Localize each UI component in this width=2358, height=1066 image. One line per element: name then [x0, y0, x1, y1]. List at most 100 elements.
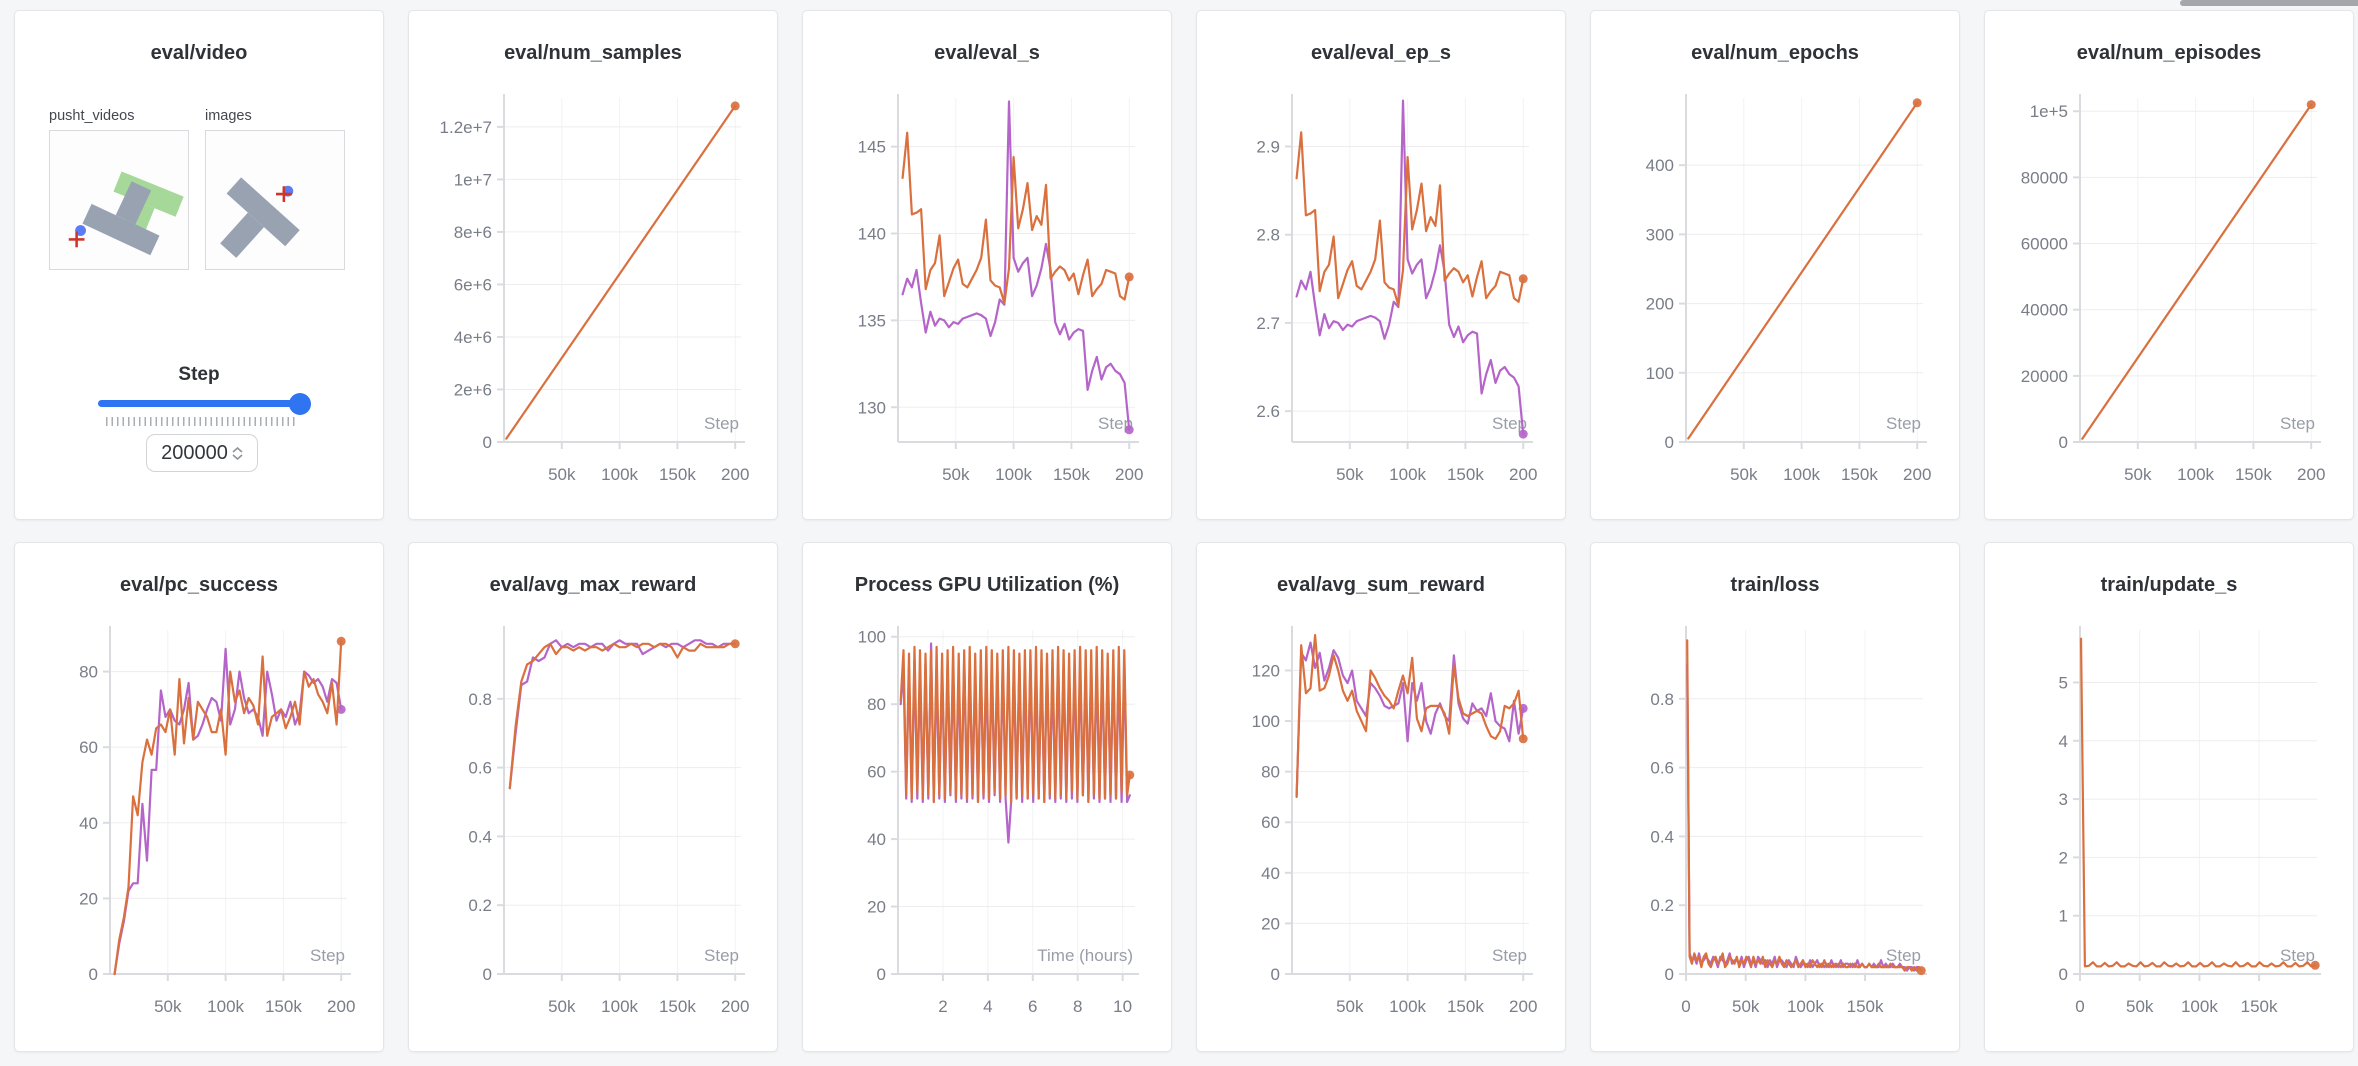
svg-text:20000: 20000 [2021, 367, 2068, 386]
svg-text:1e+5: 1e+5 [2030, 102, 2068, 121]
svg-text:150k: 150k [2235, 465, 2272, 484]
svg-text:100k: 100k [1389, 465, 1426, 484]
line-chart[interactable]: 50k 100k 150k 200 0 100 200 300 400 Step [1591, 86, 1960, 511]
svg-text:100k: 100k [2177, 465, 2214, 484]
svg-text:100: 100 [858, 628, 886, 647]
svg-text:40: 40 [79, 814, 98, 833]
svg-text:200: 200 [2297, 465, 2325, 484]
pusht-videos-label: pusht_videos [49, 108, 135, 124]
svg-text:0.6: 0.6 [1650, 759, 1674, 778]
svg-text:150k: 150k [1847, 997, 1884, 1016]
svg-text:50k: 50k [1336, 997, 1364, 1016]
svg-text:1: 1 [2059, 907, 2068, 926]
svg-text:0.4: 0.4 [468, 827, 492, 846]
panel-title: eval/video [150, 42, 248, 64]
panel-gpu-utilization: Process GPU Utilization (%) 2 4 6 8 10 0 20 40 6… [802, 542, 1172, 1052]
chart-title: eval/num_episodes [2076, 42, 2262, 64]
svg-text:80: 80 [867, 695, 886, 714]
svg-text:150k: 150k [1053, 465, 1090, 484]
slider-tick-ruler [106, 417, 298, 426]
images-thumbnail[interactable] [205, 130, 345, 270]
svg-text:0: 0 [1681, 997, 1690, 1016]
line-chart[interactable]: 50k 100k 150k 200 0 20000 40000 60000 80000 1e+5 S… [1985, 86, 2354, 511]
images-label: images [205, 108, 252, 124]
line-chart[interactable]: 50k 100k 150k 200 0 20 40 60 80 Step [15, 618, 384, 1043]
chart-title: eval/eval_s [934, 42, 1040, 64]
svg-text:0: 0 [877, 965, 886, 984]
svg-text:0: 0 [2059, 965, 2068, 984]
svg-text:60: 60 [1261, 813, 1280, 832]
svg-text:100k: 100k [601, 997, 638, 1016]
svg-text:100: 100 [1252, 712, 1280, 731]
svg-text:0.4: 0.4 [1650, 827, 1674, 846]
line-chart[interactable]: 50k 100k 150k 200 2.6 2.7 2.8 2.9 Step [1197, 86, 1566, 511]
svg-text:5: 5 [2059, 673, 2068, 692]
line-chart[interactable]: 50k 100k 150k 200 0 20 40 60 80 100 120 Step [1197, 618, 1566, 1043]
svg-text:0: 0 [483, 965, 492, 984]
svg-text:50k: 50k [1732, 997, 1760, 1016]
svg-text:8: 8 [1073, 997, 1082, 1016]
line-chart[interactable]: 0 50k 100k 150k 0 0.2 0.4 0.6 0.8 Step [1591, 618, 1960, 1043]
svg-text:2.8: 2.8 [1256, 226, 1280, 245]
svg-text:80: 80 [79, 663, 98, 682]
horizontal-scrollbar-thumb[interactable] [2180, 0, 2358, 6]
svg-text:150k: 150k [659, 465, 696, 484]
panel-train-update-s: train/update_s 0 50k 100k 150k 0 1 2 3 4 5 Step [1984, 542, 2354, 1052]
panel-eval-avg-sum-reward: eval/avg_sum_reward 50k 100k 150k 200 0 20 40 6… [1196, 542, 1566, 1052]
svg-text:0.2: 0.2 [1650, 896, 1674, 915]
svg-text:140: 140 [858, 225, 886, 244]
svg-text:20: 20 [867, 898, 886, 917]
step-slider-thumb[interactable] [289, 392, 311, 415]
svg-text:400: 400 [1646, 156, 1674, 175]
svg-text:60000: 60000 [2021, 235, 2068, 254]
goal-cross-icon [68, 231, 85, 248]
media-body: pusht_videos images [15, 86, 383, 519]
svg-text:6: 6 [1028, 997, 1037, 1016]
step-slider[interactable] [98, 392, 311, 415]
svg-text:150k: 150k [1447, 997, 1484, 1016]
svg-text:100k: 100k [1783, 465, 1820, 484]
gray-t-shape [82, 181, 160, 256]
svg-text:0.2: 0.2 [468, 896, 492, 915]
stepper-up-icon[interactable] [232, 446, 243, 453]
svg-text:6e+6: 6e+6 [454, 275, 492, 294]
svg-text:100k: 100k [995, 465, 1032, 484]
svg-text:Step: Step [1492, 414, 1527, 433]
svg-text:50k: 50k [2124, 465, 2152, 484]
panel-eval-num-epochs: eval/num_epochs 50k 100k 150k 200 0 100 200 300… [1590, 10, 1960, 520]
svg-text:Step: Step [704, 414, 739, 433]
line-chart[interactable]: 50k 100k 150k 200 130 135 140 145 Step [803, 86, 1172, 511]
pusht-video-thumbnail[interactable] [49, 130, 189, 270]
number-stepper[interactable] [232, 446, 243, 460]
svg-text:80: 80 [1261, 763, 1280, 782]
line-chart[interactable]: 0 50k 100k 150k 0 1 2 3 4 5 Step [1985, 618, 2354, 1043]
svg-text:0: 0 [2075, 997, 2084, 1016]
svg-text:8e+6: 8e+6 [454, 223, 492, 242]
svg-text:Step: Step [310, 946, 345, 965]
pusht-image-frame [220, 177, 300, 258]
step-number-input[interactable]: 200000 [146, 434, 258, 472]
svg-text:100k: 100k [1787, 997, 1824, 1016]
svg-text:145: 145 [858, 138, 886, 157]
chart-title: eval/eval_ep_s [1310, 42, 1452, 64]
svg-text:150k: 150k [1841, 465, 1878, 484]
line-chart[interactable]: 50k 100k 150k 200 0 0.2 0.4 0.6 0.8 Step [409, 618, 778, 1043]
svg-text:Step: Step [1492, 946, 1527, 965]
svg-text:4: 4 [983, 997, 992, 1016]
svg-text:0: 0 [1665, 965, 1674, 984]
svg-text:60: 60 [867, 763, 886, 782]
svg-text:50k: 50k [1336, 465, 1364, 484]
svg-text:50k: 50k [548, 465, 576, 484]
svg-text:80000: 80000 [2021, 168, 2068, 187]
line-chart[interactable]: 50k 100k 150k 200 0 2e+6 4e+6 6e+6 8e+6 1e+7 1.2e+… [409, 86, 778, 511]
chart-title: Process GPU Utilization (%) [854, 574, 1120, 596]
svg-text:4: 4 [2059, 732, 2068, 751]
stepper-down-icon[interactable] [232, 453, 243, 460]
svg-text:100k: 100k [207, 997, 244, 1016]
svg-text:1.2e+7: 1.2e+7 [440, 118, 492, 137]
svg-text:0: 0 [89, 965, 98, 984]
svg-text:60: 60 [79, 738, 98, 757]
svg-text:20: 20 [79, 889, 98, 908]
svg-text:Step: Step [2280, 414, 2315, 433]
